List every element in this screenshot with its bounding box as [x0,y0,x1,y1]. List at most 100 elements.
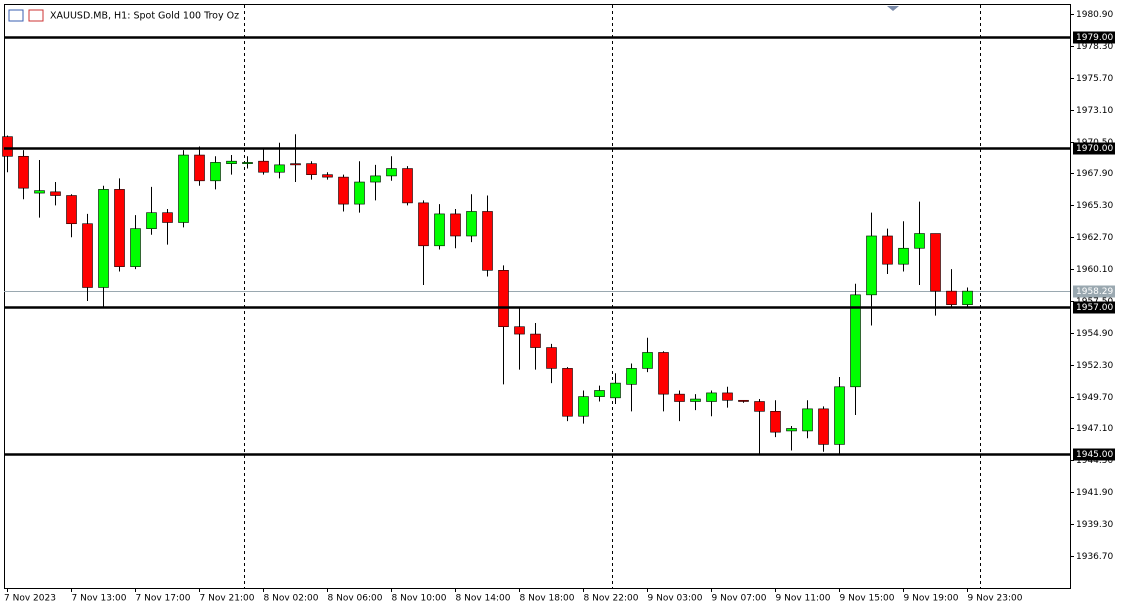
candle-body [242,162,253,164]
x-tick-label: 7 Nov 13:00 [72,594,127,604]
candle-body [466,211,477,237]
y-tick-label: 1975.70 [1076,74,1113,84]
symbol-icons [8,9,44,22]
icon [28,9,44,22]
candle-body [786,428,797,432]
candle-body [194,154,205,182]
x-tick-label: 7 Nov 17:00 [136,594,191,604]
x-tick-label: 8 Nov 02:00 [264,594,319,604]
candle-body [818,408,829,445]
y-tick-label: 1947.10 [1076,424,1113,434]
candle-body [498,270,509,328]
chart-title: XAUUSD.MB, H1: Spot Gold 100 Troy Oz [50,11,239,22]
candle-body [882,235,893,265]
candle-body [434,213,445,247]
candle-body [866,235,877,296]
candle-body [258,160,269,173]
candle-body [674,393,685,402]
x-tick-label: 8 Nov 10:00 [392,594,447,604]
candle-body [946,290,957,305]
candle-body [50,191,61,196]
y-tick-label: 1973.10 [1076,106,1113,116]
candle-body [690,398,701,402]
level-label: 1945.00 [1076,450,1113,460]
level-label: 1957.00 [1076,303,1113,313]
candle-body [738,399,749,402]
candle-body [2,136,13,157]
y-tick-label: 1936.70 [1076,552,1113,562]
candle-body [322,174,333,178]
x-tick-label: 7 Nov 2023 [4,594,56,604]
candle-body [722,392,733,401]
y-tick-label: 1952.30 [1076,361,1113,371]
shift-marker[interactable] [887,6,899,11]
y-tick-label: 1944.50 [1076,456,1113,466]
plot-frame [4,4,1071,589]
y-tick-label: 1954.90 [1076,329,1113,339]
candle-body [546,347,557,369]
candle-body [290,163,301,166]
candle-body [930,233,941,292]
separators [244,5,981,588]
current-price-label: 1958.29 [1076,287,1113,297]
x-tick-label: 9 Nov 11:00 [776,594,831,604]
candle-body [18,155,29,189]
x-tick-label: 9 Nov 07:00 [712,594,767,604]
level-label-box [1073,301,1115,314]
candle-body [354,181,365,205]
y-tick-label: 1978.30 [1076,42,1113,52]
candle-body [386,168,397,177]
x-tick-label: 7 Nov 21:00 [200,594,255,604]
candle-body [338,176,349,205]
icon [8,9,24,22]
candle-body [274,164,285,173]
candle-body [770,411,781,433]
x-tick-label: 8 Nov 06:00 [328,594,383,604]
candle-body [754,401,765,412]
candle-body [98,189,109,288]
candle-body [402,168,413,204]
candle-body [482,211,493,271]
level-label-box [1073,142,1115,155]
candle-body [370,175,381,183]
candle-body [514,326,525,335]
y-tick-label: 1967.90 [1076,169,1113,179]
candle-body [130,228,141,267]
candle-body [914,233,925,249]
candle-body [530,333,541,348]
candle-body [706,392,717,402]
x-tick-label: 8 Nov 14:00 [456,594,511,604]
y-tick-label: 1962.70 [1076,233,1113,243]
y-tick-label: 1960.10 [1076,265,1113,275]
candle-body [114,189,125,267]
level-label: 1970.00 [1076,144,1113,154]
x-tick-label: 9 Nov 23:00 [968,594,1023,604]
candle-body [594,390,605,397]
candle-body [658,352,669,395]
candle-body [82,223,93,288]
x-tick-label: 9 Nov 15:00 [840,594,895,604]
candle-body [802,408,813,432]
candle-body [642,352,653,369]
level-label-box [1073,448,1115,461]
x-tick-label: 8 Nov 22:00 [584,594,639,604]
candle-body [34,190,45,194]
candle-body [610,382,621,399]
candle-body [834,386,845,445]
candle-body [898,247,909,265]
current-price-box [1073,285,1115,298]
y-tick-label: 1980.90 [1076,10,1113,20]
x-tick-label: 8 Nov 18:00 [520,594,575,604]
x-tick-label: 9 Nov 03:00 [648,594,703,604]
candle-body [962,290,973,305]
candle-body [578,396,589,417]
candle-body [626,368,637,385]
candle-body [450,213,461,237]
candle-body [226,160,237,164]
y-tick-label: 1965.30 [1076,201,1113,211]
candle-body [66,195,77,225]
candle-body [418,202,429,247]
candle-body [162,212,173,223]
